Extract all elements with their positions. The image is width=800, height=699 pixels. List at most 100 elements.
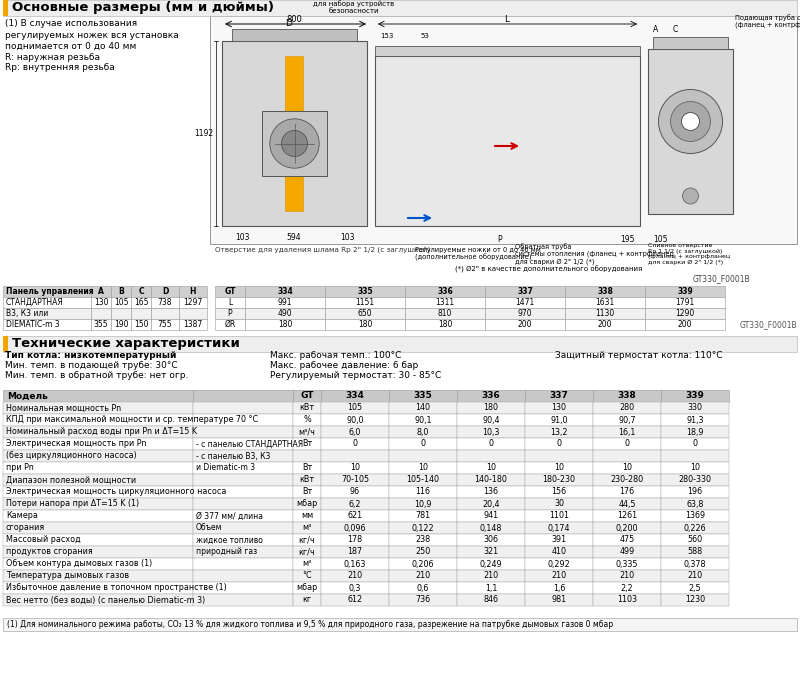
Text: 280-330: 280-330 (678, 475, 711, 484)
Text: 0,148: 0,148 (480, 524, 502, 533)
Bar (645, 286, 725, 297)
Text: Регулируемые ножки от 0 до 40 мм
(дополнительное оборудование): Регулируемые ножки от 0 до 40 мм (дополн… (415, 247, 541, 261)
Bar (485, 286, 565, 297)
Text: Втулка Rp 1 1/2
для набора устройств
безопасности: Втулка Rp 1 1/2 для набора устройств без… (314, 0, 394, 14)
Text: 156: 156 (551, 487, 566, 496)
Text: Основные размеры (мм и дюймы): Основные размеры (мм и дюймы) (12, 1, 274, 15)
Text: В3, К3 или: В3, К3 или (6, 309, 48, 318)
Text: 187: 187 (347, 547, 362, 556)
Text: 1103: 1103 (617, 596, 637, 605)
Bar (593, 426, 661, 438)
Text: 10,9: 10,9 (414, 500, 432, 508)
Text: Rp: внутренняя резьба: Rp: внутренняя резьба (5, 64, 114, 73)
Text: 53: 53 (420, 33, 429, 39)
Bar (593, 486, 661, 498)
Text: 30: 30 (554, 500, 564, 508)
Text: 1230: 1230 (685, 596, 705, 605)
Bar (321, 402, 389, 414)
Text: A: A (653, 24, 658, 34)
Text: 2,5: 2,5 (689, 584, 702, 593)
Text: 140-180: 140-180 (474, 475, 507, 484)
Bar (457, 426, 525, 438)
Bar (457, 582, 525, 594)
Text: 1192: 1192 (194, 129, 214, 138)
Text: 781: 781 (415, 512, 430, 521)
Bar (457, 390, 525, 402)
Bar (179, 297, 207, 308)
Bar (3, 438, 193, 450)
Bar (131, 286, 151, 297)
Bar (321, 450, 389, 462)
Bar (661, 390, 729, 402)
Text: Потери напора при ΔT=15 K (1): Потери напора при ΔT=15 K (1) (6, 500, 139, 508)
Text: 20,4: 20,4 (482, 500, 500, 508)
Text: кг: кг (302, 596, 311, 605)
Bar (457, 498, 525, 510)
Text: R: наружная резьба: R: наружная резьба (5, 52, 100, 62)
Text: 140: 140 (415, 403, 430, 412)
Bar (151, 297, 179, 308)
Text: 499: 499 (619, 547, 634, 556)
Bar (661, 426, 729, 438)
Text: Вт: Вт (302, 487, 312, 496)
Bar (325, 297, 405, 308)
Bar (485, 319, 565, 330)
Bar (593, 546, 661, 558)
Text: 846: 846 (483, 596, 498, 605)
Text: 0,292: 0,292 (548, 559, 570, 568)
Bar (293, 450, 321, 462)
Text: при Pn: при Pn (6, 463, 34, 473)
Text: Вт: Вт (302, 440, 312, 449)
Bar (179, 286, 207, 297)
Bar (593, 522, 661, 534)
Text: 0: 0 (421, 440, 426, 449)
Bar (525, 558, 593, 570)
Text: 180: 180 (278, 320, 292, 329)
Text: м³: м³ (302, 524, 312, 533)
Bar (293, 498, 321, 510)
Bar (293, 414, 321, 426)
Bar (91, 319, 111, 330)
Text: Панель управления: Панель управления (6, 287, 94, 296)
Bar (321, 414, 389, 426)
Text: 230-280: 230-280 (610, 475, 643, 484)
Text: Вес нетто (без воды) (с панелью Diematic-m 3): Вес нетто (без воды) (с панелью Diematic… (6, 596, 206, 605)
Bar (3, 486, 193, 498)
Circle shape (682, 113, 699, 131)
Bar (405, 297, 485, 308)
Bar (525, 390, 593, 402)
Bar (3, 297, 91, 308)
Text: Технические характеристики: Технические характеристики (12, 338, 240, 350)
Bar (193, 402, 293, 414)
Text: (1) В случае использования: (1) В случае использования (5, 20, 137, 29)
Text: 810: 810 (438, 309, 452, 318)
Bar (321, 426, 389, 438)
Bar (525, 438, 593, 450)
Bar (179, 319, 207, 330)
Bar (321, 570, 389, 582)
Bar (525, 450, 593, 462)
Text: D: D (162, 287, 168, 296)
Bar (457, 402, 525, 414)
Bar (222, 41, 367, 226)
Text: 0,3: 0,3 (349, 584, 361, 593)
Bar (3, 308, 91, 319)
Text: регулируемых ножек вся установка: регулируемых ножек вся установка (5, 31, 178, 40)
Bar (151, 319, 179, 330)
Text: (1) Для номинального режима работы, CO₂ 13 % для жидкого топлива и 9,5 % для при: (1) Для номинального режима работы, CO₂ … (7, 620, 613, 629)
Bar (321, 534, 389, 546)
Bar (457, 462, 525, 474)
Bar (565, 308, 645, 319)
Bar (525, 474, 593, 486)
Text: 330: 330 (687, 403, 702, 412)
Text: 338: 338 (618, 391, 636, 401)
Bar (193, 474, 293, 486)
Text: ØR: ØR (224, 320, 236, 329)
Text: Электрическая мощность циркуляционного насоса: Электрическая мощность циркуляционного н… (6, 487, 226, 496)
Bar (661, 414, 729, 426)
Bar (645, 297, 725, 308)
Text: Диапазон полезной мощности: Диапазон полезной мощности (6, 475, 136, 484)
Bar (485, 308, 565, 319)
Bar (285, 56, 303, 211)
Bar (131, 297, 151, 308)
